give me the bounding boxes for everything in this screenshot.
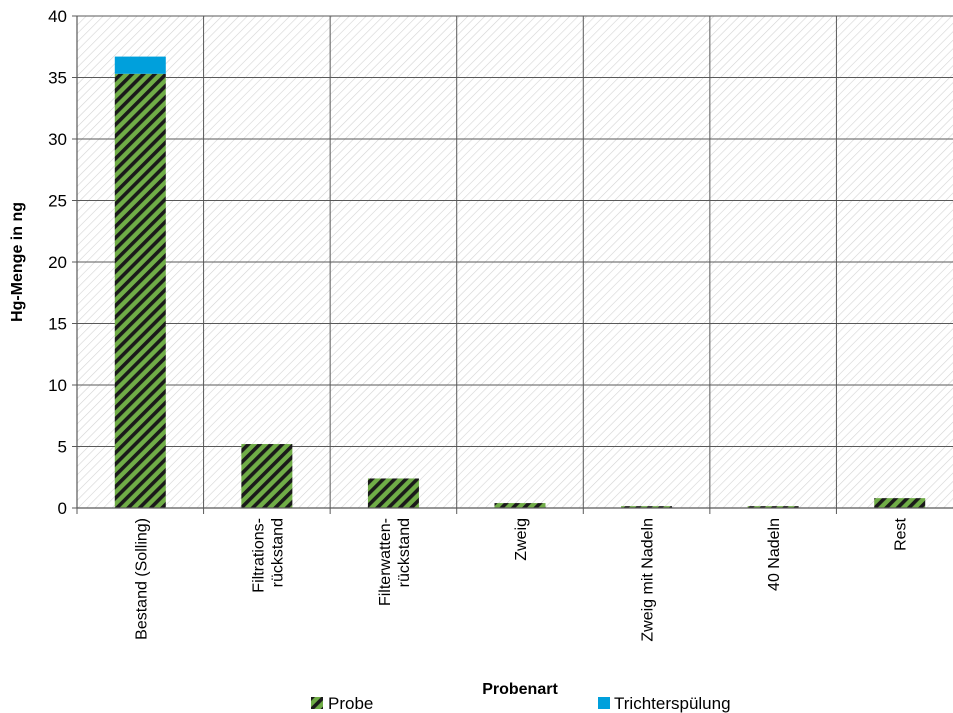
bar-probe [747, 506, 799, 508]
y-tick-label: 30 [48, 130, 67, 149]
x-category-label: rückstand [396, 518, 413, 587]
x-category-label: Zweig mit Nadeln [640, 518, 657, 642]
y-tick-label: 35 [48, 69, 67, 88]
x-category-label: rückstand [269, 518, 286, 587]
bar-probe [621, 506, 673, 508]
y-tick-label: 0 [58, 499, 67, 518]
legend-label-probe: Probe [328, 694, 373, 713]
bar-probe [241, 444, 293, 508]
legend-swatch-trichterspuelung [598, 697, 610, 709]
x-category-label: Rest [893, 517, 910, 550]
y-tick-label: 5 [58, 438, 67, 457]
y-tick-label: 20 [48, 253, 67, 272]
y-axis-title: Hg-Menge in ng [9, 202, 26, 322]
y-tick-label: 10 [48, 376, 67, 395]
x-category-label: Filterwatten- [377, 518, 394, 606]
legend: Probe Trichterspülung [311, 694, 731, 713]
y-tick-label: 25 [48, 192, 67, 211]
x-category-label: Filtrations- [250, 518, 267, 593]
bar-probe [114, 73, 166, 508]
bar-probe [874, 498, 926, 508]
bar-probe [494, 503, 546, 508]
bar-trichterspuelung [114, 56, 166, 74]
bar-probe [367, 478, 419, 508]
y-tick-label: 40 [48, 7, 67, 26]
x-category-label: 40 Nadeln [766, 518, 783, 591]
legend-label-trichterspuelung: Trichterspülung [614, 694, 731, 713]
x-category-label: Zweig [513, 518, 530, 561]
y-tick-label: 15 [48, 315, 67, 334]
x-category-label: Bestand (Solling) [133, 518, 150, 640]
x-axis-title: Probenart [482, 681, 558, 698]
legend-swatch-probe [311, 697, 323, 709]
